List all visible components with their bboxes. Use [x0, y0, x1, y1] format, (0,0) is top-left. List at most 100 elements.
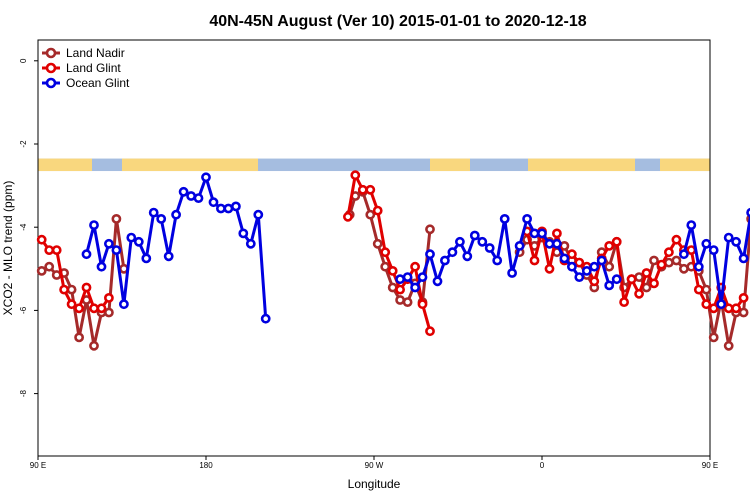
data-point — [686, 245, 697, 255]
data-point — [425, 326, 435, 337]
data-point — [454, 236, 465, 247]
data-point — [208, 197, 219, 208]
x-tick-label: 90 E — [30, 461, 46, 470]
data-point — [641, 282, 652, 293]
data-point — [365, 209, 376, 220]
data-point — [447, 247, 458, 258]
data-point — [417, 299, 428, 310]
data-point — [350, 170, 361, 181]
data-point — [96, 303, 107, 314]
data-point — [701, 299, 712, 310]
x-tick-label: 180 — [199, 461, 213, 470]
x-tick-label: 0 — [540, 461, 545, 470]
data-point — [731, 303, 741, 314]
data-point — [96, 261, 107, 272]
data-point — [738, 292, 749, 303]
data-point — [66, 299, 77, 310]
data-point — [59, 284, 69, 295]
data-point — [469, 230, 480, 241]
x-axis-label: Longitude — [348, 477, 401, 491]
data-point — [387, 265, 398, 276]
series-ocean-glint — [81, 172, 750, 324]
data-point — [693, 261, 704, 272]
data-point — [89, 220, 99, 230]
data-point — [372, 205, 383, 216]
data-point — [559, 253, 570, 264]
data-point — [395, 284, 405, 295]
data-point — [484, 243, 495, 253]
data-point — [522, 213, 532, 224]
data-point — [477, 236, 488, 247]
data-point — [380, 247, 391, 258]
data-point — [589, 276, 600, 287]
data-point — [693, 284, 704, 295]
data-point — [253, 209, 264, 220]
data-point — [567, 249, 577, 260]
data-point — [439, 255, 450, 266]
data-point — [731, 236, 741, 247]
data-point — [544, 263, 555, 274]
data-point — [51, 270, 62, 280]
data-point — [626, 274, 637, 285]
data-point — [104, 307, 114, 318]
series-line — [40, 217, 126, 348]
data-point — [141, 253, 152, 264]
land-band — [122, 158, 258, 172]
data-point — [89, 340, 99, 351]
data-point — [581, 265, 592, 276]
data-point — [178, 186, 189, 197]
data-point — [514, 240, 525, 251]
legend-item-land-glint: Land Glint — [42, 61, 121, 75]
data-point — [74, 332, 84, 343]
data-point — [230, 201, 241, 212]
data-point — [395, 295, 405, 305]
data-point — [507, 268, 517, 278]
data-point — [380, 261, 391, 272]
series-layer — [36, 170, 750, 351]
data-point — [499, 213, 510, 224]
y-tick-label: -6 — [19, 306, 28, 314]
data-point — [679, 249, 689, 260]
data-point — [342, 211, 353, 222]
data-point — [641, 268, 652, 278]
land-band — [38, 158, 92, 172]
legend-item-land-nadir: Land Nadir — [42, 46, 125, 60]
data-point — [604, 280, 615, 291]
data-point — [163, 251, 174, 262]
data-point — [402, 297, 413, 307]
data-point — [701, 238, 712, 249]
data-point — [245, 238, 256, 249]
data-point — [671, 234, 682, 245]
y-axis-label: XCO2 - MLO trend (ppm) — [1, 181, 15, 316]
legend-label: Ocean Glint — [66, 76, 130, 90]
chart-title: 40N-45N August (Ver 10) 2015-01-01 to 20… — [209, 13, 586, 30]
data-point — [746, 207, 750, 218]
x-tick-label: 90 E — [702, 461, 718, 470]
data-point — [611, 274, 622, 285]
data-point — [723, 232, 734, 243]
data-point — [51, 245, 62, 255]
data-point — [410, 261, 420, 272]
legend-item-ocean-glint: Ocean Glint — [42, 76, 130, 90]
data-point — [74, 303, 84, 314]
y-tick-label: 0 — [19, 58, 28, 63]
data-point — [701, 284, 712, 295]
data-point — [425, 224, 435, 235]
land-band — [660, 158, 710, 172]
data-point — [111, 245, 122, 255]
data-point — [708, 332, 719, 343]
data-point — [738, 307, 749, 318]
x-tick-label: 90 W — [365, 461, 384, 470]
data-point — [133, 236, 144, 247]
data-point — [596, 255, 607, 266]
data-point — [238, 228, 249, 239]
data-point — [89, 303, 99, 314]
data-point — [201, 172, 211, 183]
data-point — [260, 313, 271, 324]
data-point — [649, 278, 659, 289]
data-point — [81, 249, 92, 260]
data-point — [66, 284, 77, 295]
data-point — [372, 238, 383, 249]
data-point — [171, 209, 181, 220]
